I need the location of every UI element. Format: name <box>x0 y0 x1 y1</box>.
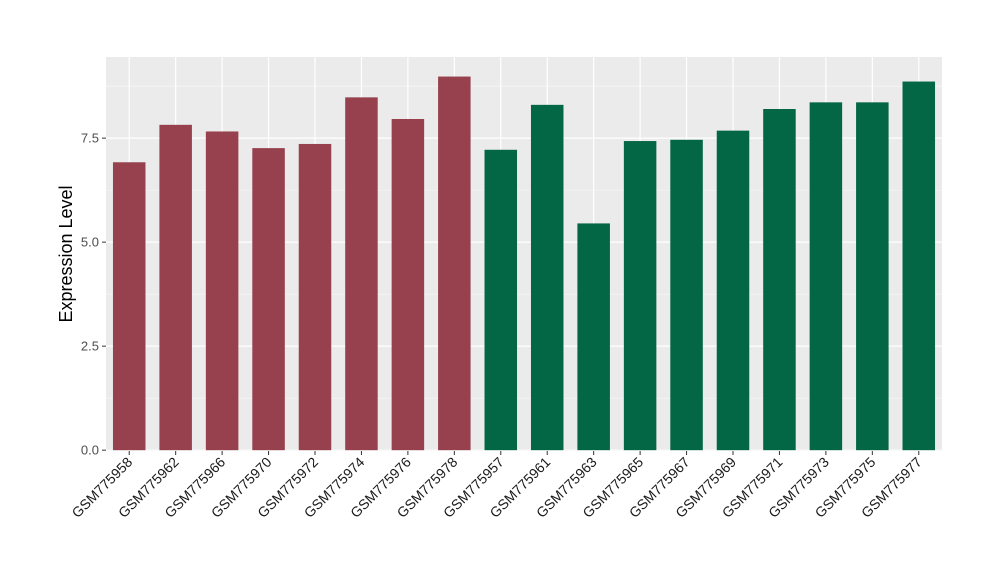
minor-gridlines <box>106 85 942 399</box>
bar-gsm775974 <box>345 97 378 451</box>
bar-gsm775962 <box>159 124 192 451</box>
y-tick-label: 5.0 <box>81 235 99 250</box>
bar-gsm775978 <box>438 76 471 451</box>
bar-gsm775967 <box>670 139 703 451</box>
bar-gsm775973 <box>809 102 843 451</box>
bar-gsm775972 <box>298 143 332 451</box>
y-tick-label: 7.5 <box>81 131 99 146</box>
bar-gsm775957 <box>484 149 518 451</box>
bar-gsm775976 <box>391 118 425 451</box>
bar-gsm775975 <box>856 102 889 451</box>
x-axis: GSM775958GSM775962GSM775966GSM775970GSM7… <box>68 451 925 521</box>
bar-gsm775965 <box>623 141 657 451</box>
plot-panel <box>106 57 942 451</box>
y-tick-label: 0.0 <box>81 443 99 458</box>
y-axis: 0.0 2.5 5.0 7.5 <box>81 131 106 458</box>
bar-gsm775969 <box>716 130 750 451</box>
bar-gsm775963 <box>577 223 610 451</box>
y-tick-label: 2.5 <box>81 339 99 354</box>
bar-gsm775966 <box>205 131 239 451</box>
y-axis-title: Expression Level <box>56 185 76 322</box>
bar-gsm775977 <box>902 81 936 451</box>
bar-gsm775971 <box>763 109 796 451</box>
bar-gsm775958 <box>112 162 146 451</box>
bar-gsm775961 <box>530 104 564 451</box>
bar-series <box>112 76 936 451</box>
bar-gsm775970 <box>252 148 285 451</box>
